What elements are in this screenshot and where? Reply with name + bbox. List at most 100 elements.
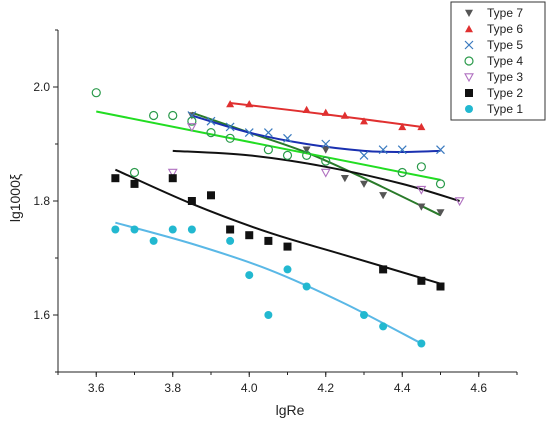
type-4-point [168,110,178,121]
x-tick-label: 4.0 [241,381,258,395]
type-2-point [207,191,215,200]
type-5-point [436,145,445,155]
type-5-point [397,145,407,155]
type-5-point [263,128,273,138]
type-4-point [91,88,101,98]
type-1-point [168,225,177,234]
type-1-point [130,225,139,234]
type-5-point [225,122,235,132]
fit-lines [96,101,460,345]
type-6-legend-label: Type 6 [487,22,523,36]
x-tick-label: 4.2 [317,381,334,395]
type-1-point [283,265,292,274]
type-7-point [321,146,330,154]
type-6-point [302,105,311,113]
type-1-legend-label: Type 1 [487,102,523,116]
type-7-legend-label: Type 7 [487,6,523,20]
data-points [91,88,465,348]
type-6-point [226,100,235,108]
type-2-point [130,179,139,188]
type-4-point [397,167,407,178]
type-4-point [263,145,273,155]
x-tick-label: 4.4 [394,381,411,395]
type-2-point [168,174,177,183]
type-5-legend-label: Type 5 [487,38,523,52]
type-1-point [245,271,254,280]
type-1-point [187,225,196,234]
type-1-point [379,322,388,331]
type-7-legend-marker [465,9,473,17]
type-2-fit-line [114,168,441,285]
type-1-legend-marker [465,105,473,113]
y-axis-label: lg1000ξ [7,174,23,222]
type-2-point [264,236,273,245]
type-4-point [321,156,331,166]
type-6-point [321,108,330,116]
legend: Type 7 Type 6 Type 5 Type 4 Type 3 Type 2 Type… [450,1,546,121]
type-6-point [245,100,254,108]
type-5-fit-line [191,114,441,153]
type-7-point [417,203,426,211]
type-5-point [244,128,254,138]
type-1-point [149,236,158,245]
type-5-point [359,150,369,160]
axes: 3.6 3.8 4.0 4.2 4.4 4.6 1.6 1.8 2.0 [33,29,518,395]
type-4-point [282,150,293,160]
type-5-legend-marker [464,40,474,50]
type-6-legend-marker [465,25,473,33]
type-7-point [360,180,368,188]
type-4-legend-marker [464,56,474,66]
type-7-point [302,146,311,154]
type-3-point [320,168,331,178]
type-1-point [417,339,426,348]
type-4-point [149,110,159,121]
type-3-point [454,197,465,207]
type-2-point [111,174,120,183]
type-4-point [187,116,197,126]
type-3-legend-marker [464,73,474,83]
type-1-point [226,236,235,245]
type-1-fit-line [115,221,422,345]
y-tick-label: 1.6 [33,308,50,322]
type-2-legend-label: Type 2 [487,86,523,100]
type-7-point [379,192,388,200]
legend-box [450,1,546,121]
type-2-point [226,225,235,234]
type-3-legend-label: Type 3 [487,70,523,84]
type-3-point [167,168,178,178]
type-4-point [435,179,446,189]
type-4-point [206,128,216,138]
x-axis-label: lgRe [276,402,305,418]
type-2-point [283,242,292,251]
type-7-point [436,209,445,217]
type-4-point [302,150,312,160]
type-5-point [378,145,388,155]
type-5-point [206,116,216,126]
type-1-point [111,225,120,234]
type-4-point [129,167,140,178]
type-3-point [416,185,427,195]
type-2-point [417,276,426,285]
y-tick-label: 2.0 [33,80,50,94]
type-6-point [398,122,407,131]
type-7-point [340,175,349,183]
x-tick-label: 3.8 [164,381,181,395]
y-tick-label: 1.8 [33,194,50,208]
type-2-point [379,265,388,274]
type-2-point [436,282,445,291]
type-2-point [187,197,196,205]
type-1-point [360,311,368,319]
type-4-legend-label: Type 4 [487,54,523,68]
type-3-point [186,123,197,133]
type-2-point [245,231,254,240]
type-1-point [264,311,273,319]
type-6-point [340,111,349,119]
type-6-point [360,117,368,125]
type-5-point [321,139,331,149]
x-tick-label: 4.6 [470,381,487,395]
type-5-point [283,133,292,143]
type-2-legend-marker [465,89,473,97]
type-4-point [416,162,426,172]
x-tick-label: 3.6 [88,381,105,395]
